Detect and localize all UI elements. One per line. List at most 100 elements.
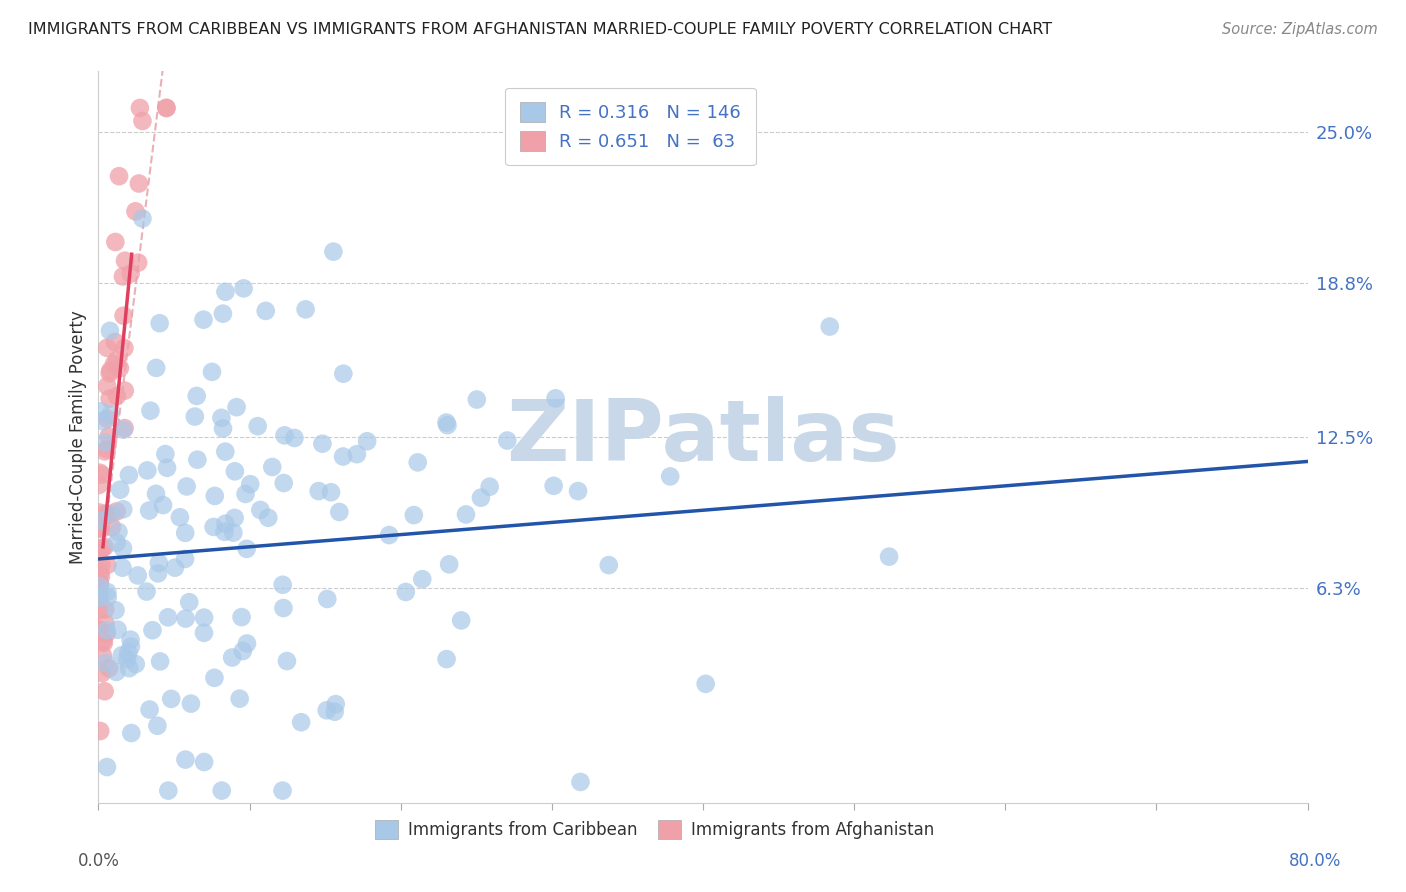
Point (97, 508, 120, 522)
Point (89, 466, 111, 480)
Point (89, 576, 111, 591)
Point (221, 650, 243, 665)
Point (141, 624, 163, 638)
Point (877, 549, 900, 564)
Point (107, 623, 129, 637)
Point (174, 525, 197, 540)
Point (214, 524, 236, 539)
Text: 0.0%: 0.0% (77, 852, 120, 870)
Point (96, 341, 118, 355)
Point (224, 464, 246, 478)
Point (174, 611, 197, 625)
Point (569, 775, 592, 789)
Point (273, 428, 295, 442)
Point (96, 412, 118, 426)
Point (90, 558, 112, 572)
Point (94, 656, 117, 670)
Point (120, 267, 142, 281)
Point (271, 578, 294, 592)
Point (138, 503, 160, 517)
Point (496, 434, 519, 448)
Point (232, 644, 254, 658)
Point (90, 467, 112, 482)
Point (283, 431, 305, 445)
Y-axis label: Married-Couple Family Poverty: Married-Couple Family Poverty (69, 310, 87, 564)
Point (108, 169, 131, 183)
Point (544, 392, 567, 406)
Point (127, 568, 149, 582)
Point (124, 204, 146, 219)
Point (239, 477, 262, 491)
Point (434, 416, 457, 430)
Point (98, 392, 121, 406)
Point (155, 101, 177, 115)
Point (114, 253, 136, 268)
Point (87, 478, 110, 492)
Point (104, 603, 127, 617)
Point (91, 414, 114, 428)
Point (91, 648, 114, 663)
Point (120, 726, 142, 740)
Point (271, 783, 294, 797)
Point (138, 702, 160, 716)
Point (155, 447, 177, 461)
Point (156, 610, 179, 624)
Point (818, 319, 841, 334)
Point (96, 379, 118, 393)
Point (98, 366, 121, 380)
Point (87, 623, 110, 637)
Point (117, 646, 139, 660)
Point (273, 601, 295, 615)
Point (149, 316, 172, 330)
Point (450, 614, 472, 628)
Point (146, 566, 169, 581)
Point (96, 624, 118, 638)
Legend: Immigrants from Caribbean, Immigrants from Afghanistan: Immigrants from Caribbean, Immigrants fr… (368, 814, 941, 846)
Point (179, 595, 201, 609)
Text: IMMIGRANTS FROM CARIBBEAN VS IMMIGRANTS FROM AFGHANISTAN MARRIED-COUPLE FAMILY P: IMMIGRANTS FROM CARIBBEAN VS IMMIGRANTS … (28, 22, 1052, 37)
Point (411, 572, 433, 586)
Point (276, 654, 298, 668)
Point (193, 755, 215, 769)
Point (91, 633, 114, 648)
Point (214, 444, 236, 458)
Point (231, 610, 253, 624)
Point (325, 697, 347, 711)
Point (257, 510, 280, 524)
Point (112, 423, 135, 437)
Point (98, 661, 121, 675)
Point (228, 691, 250, 706)
Point (174, 753, 197, 767)
Point (148, 556, 170, 570)
Point (111, 560, 134, 574)
Point (212, 421, 235, 435)
Point (128, 101, 150, 115)
Point (225, 400, 247, 414)
Point (436, 652, 458, 666)
Point (149, 654, 172, 668)
Point (212, 307, 235, 321)
Point (316, 591, 339, 606)
Point (202, 520, 225, 534)
Point (193, 312, 215, 326)
Point (378, 528, 401, 542)
Point (93, 636, 115, 650)
Point (598, 558, 620, 573)
Point (294, 302, 316, 317)
Point (91, 541, 114, 555)
Text: Source: ZipAtlas.com: Source: ZipAtlas.com (1222, 22, 1378, 37)
Point (96, 558, 118, 572)
Point (89, 579, 111, 593)
Point (406, 455, 429, 469)
Point (315, 703, 337, 717)
Point (112, 502, 135, 516)
Point (186, 389, 208, 403)
Point (111, 541, 134, 556)
Point (204, 671, 226, 685)
Text: 80.0%: 80.0% (1288, 852, 1341, 870)
Point (105, 389, 128, 403)
Point (105, 504, 128, 518)
Point (346, 447, 368, 461)
Point (163, 560, 186, 574)
Point (174, 552, 197, 566)
